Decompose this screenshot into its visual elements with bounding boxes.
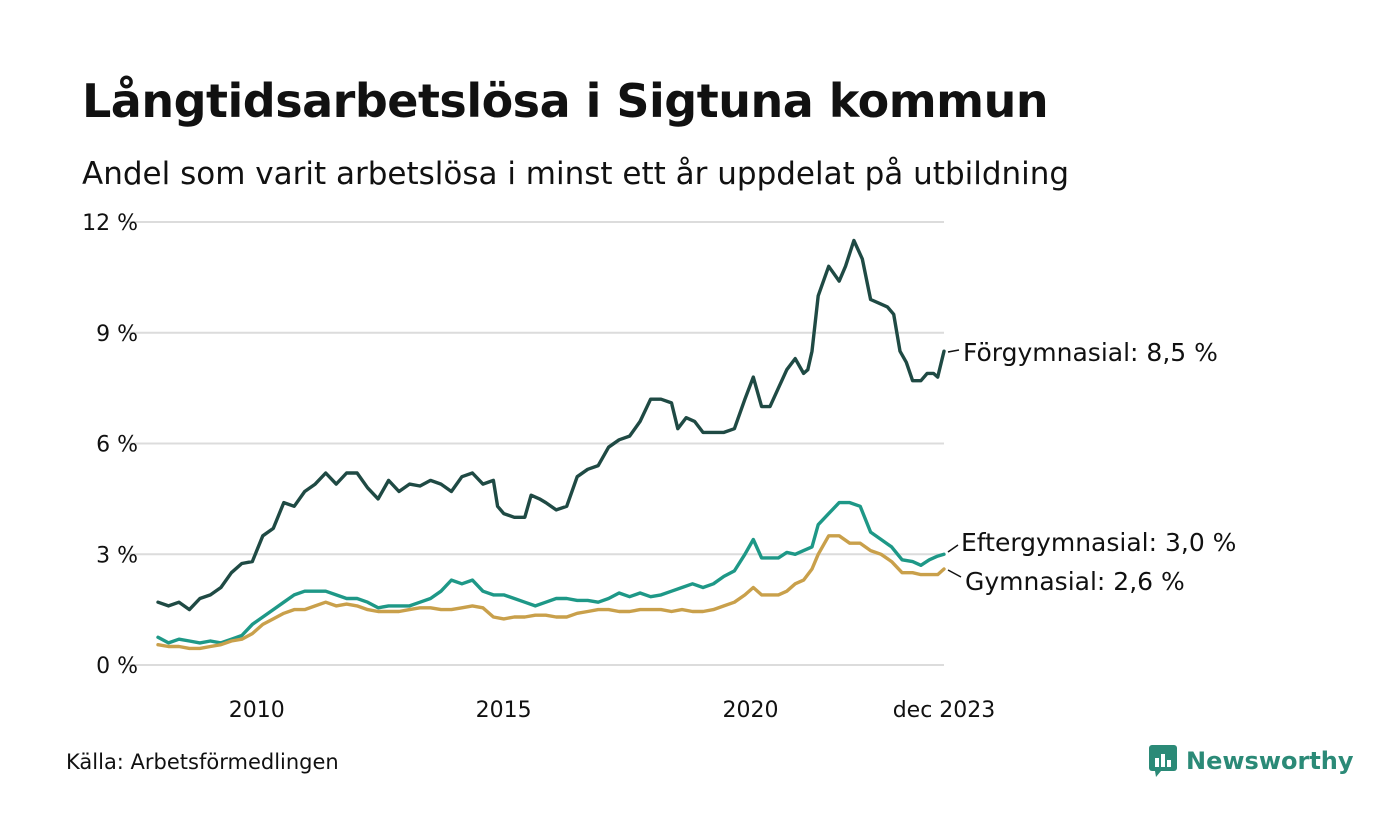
y-tick-label: 0 % (96, 654, 138, 679)
y-tick-label: 3 % (96, 543, 138, 568)
brand-logo[interactable]: Newsworthy (1148, 744, 1354, 778)
series-end-label-eftergymnasial: Eftergymnasial: 3,0 % (961, 528, 1236, 557)
series-end-label-förgymnasial: Förgymnasial: 8,5 % (963, 338, 1218, 367)
x-tick-label: dec 2023 (893, 698, 996, 723)
y-tick-label: 12 % (82, 211, 138, 236)
x-tick-label: 2015 (476, 698, 532, 723)
chart-subtitle: Andel som varit arbetslösa i minst ett å… (82, 156, 1070, 192)
grid-lines (125, 221, 944, 666)
y-axis-ticks: 0 % 3 % 6 % 9 % 12 % (82, 211, 138, 679)
x-tick-label: 2010 (229, 698, 285, 723)
line-chart: 0 % 3 % 6 % 9 % 12 % 2010 2015 2020 dec 2023 Fö… (82, 211, 1236, 723)
label-connector (947, 544, 959, 553)
brand-name: Newsworthy (1186, 747, 1354, 775)
x-axis-ticks: 2010 2015 2020 dec 2023 (229, 698, 996, 723)
series-end-label-gymnasial: Gymnasial: 2,6 % (965, 567, 1185, 596)
newsworthy-logo-icon (1149, 745, 1177, 777)
label-connector (947, 569, 962, 578)
y-tick-label: 9 % (96, 322, 138, 347)
label-connector (947, 349, 960, 353)
series-line-gymnasial (156, 534, 946, 651)
source-note: Källa: Arbetsförmedlingen (66, 750, 339, 774)
x-tick-label: 2020 (722, 698, 778, 723)
y-tick-label: 6 % (96, 433, 138, 458)
chart-title: Långtidsarbetslösa i Sigtuna kommun (82, 74, 1049, 128)
series-line-förgymnasial (156, 238, 946, 612)
series-line-eftergymnasial (156, 500, 946, 645)
series-end-labels: Förgymnasial: 8,5 % Eftergymnasial: 3,0 %… (947, 338, 1236, 596)
series-lines (156, 238, 946, 651)
